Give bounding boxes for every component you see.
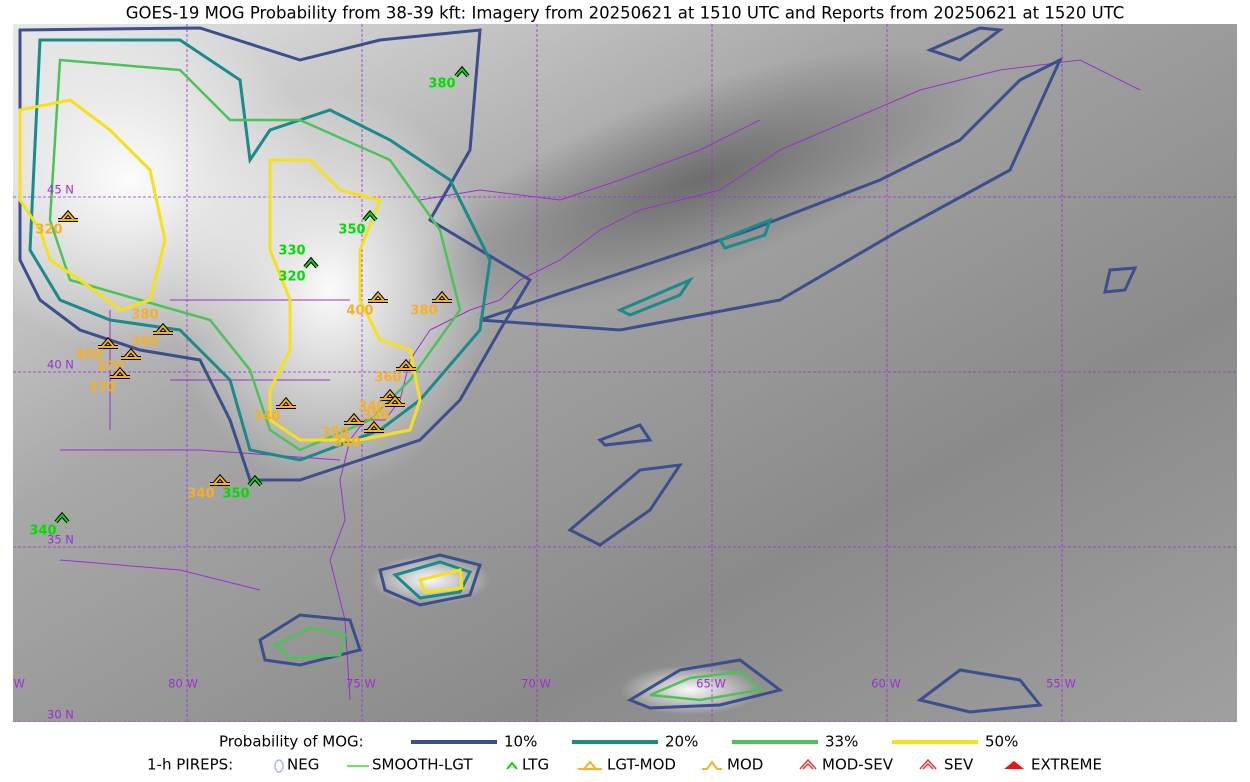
report-altitude: 340 xyxy=(29,524,56,539)
report-altitude: 400 xyxy=(346,304,373,319)
legend-icon xyxy=(274,759,284,773)
ltg-symbol xyxy=(455,67,469,77)
lgt-mod-symbol xyxy=(368,292,388,302)
lgt-mod-symbol xyxy=(98,338,118,348)
report-altitude: 380 xyxy=(362,409,389,424)
ltg-symbol xyxy=(55,513,69,523)
lgt-mod-symbol xyxy=(121,349,141,359)
legend-title: Probability of MOG: xyxy=(219,733,364,751)
lgt-mod-symbol xyxy=(153,324,173,334)
report-altitude: 360 xyxy=(131,335,158,350)
report-altitude: 360 xyxy=(374,371,401,386)
legend-label: 33% xyxy=(825,733,858,751)
longitude-label: 65 W xyxy=(696,677,726,691)
legend-icon xyxy=(1004,761,1024,769)
report-altitude: 370 xyxy=(88,381,115,396)
report-altitude: 340 xyxy=(333,436,360,451)
lgt-mod-symbol xyxy=(210,475,230,485)
report-altitude: 320 xyxy=(278,270,305,285)
legend-icon xyxy=(578,760,602,770)
longitude-label: 75 W xyxy=(346,677,376,691)
legend-label: SEV xyxy=(944,756,974,774)
state-border xyxy=(59,299,350,591)
report-altitude: 320 xyxy=(35,223,62,238)
longitude-label: 55 W xyxy=(1046,677,1076,691)
legend-label: 50% xyxy=(985,733,1018,751)
map: 45 N 40 N 35 N 30 N 85 W 80 W 75 W 70 W 65 W 60 W… xyxy=(0,24,1237,722)
border xyxy=(419,119,761,201)
legend-label: SMOOTH-LGT xyxy=(372,756,473,774)
longitude-label: 70 W xyxy=(521,677,551,691)
longitude-label: 80 W xyxy=(168,677,198,691)
legend-label: NEG xyxy=(287,756,319,774)
legend-label: MOD xyxy=(727,756,763,774)
title: GOES-19 MOG Probability from 38-39 kft: … xyxy=(126,4,1125,23)
report-altitude: 350 xyxy=(321,426,348,441)
lgt-mod-symbol xyxy=(344,414,364,424)
legend-icon xyxy=(799,758,817,770)
lgt-mod-symbol xyxy=(364,422,384,432)
report-altitude: 380 xyxy=(131,308,158,323)
report-altitude: 340 xyxy=(253,410,280,425)
lgt-mod-symbol xyxy=(110,368,130,378)
lgt-mod-symbol xyxy=(385,396,405,406)
report-altitude: 350 xyxy=(222,487,249,502)
ltg-symbol xyxy=(363,211,377,221)
longitude-label: 85 W xyxy=(0,677,25,691)
latitude-label: 40 N xyxy=(47,358,74,372)
latitude-label: 30 N xyxy=(47,708,74,722)
legend-label: MOD-SEV xyxy=(822,756,894,774)
report-altitude: 380 xyxy=(428,77,455,92)
legend: Probability of MOG: 10% 20% 33% 50% 1-h PIREP… xyxy=(147,733,1102,774)
dry-slot xyxy=(416,47,984,313)
legend-icon xyxy=(506,761,518,770)
report-altitude: 340 xyxy=(187,487,214,502)
legend-label: 20% xyxy=(665,733,698,751)
report-altitude: 380 xyxy=(410,304,437,319)
ltg-symbol xyxy=(304,258,318,268)
legend-label: EXTREME xyxy=(1031,756,1102,774)
lgt-mod-symbol xyxy=(396,360,416,370)
legend-title: 1-h PIREPS: xyxy=(147,756,233,774)
legend-icon xyxy=(919,758,937,770)
legend-label: 10% xyxy=(504,733,537,751)
latitude-label: 35 N xyxy=(47,533,74,547)
report-altitude: 400 xyxy=(75,348,102,363)
ltg-symbol xyxy=(248,476,262,486)
legend-label: LGT-MOD xyxy=(607,756,676,774)
report-altitude: 330 xyxy=(278,244,305,259)
report-altitude: 340 xyxy=(358,400,385,415)
geo-labels: 45 N 40 N 35 N 30 N 85 W 80 W 75 W 70 W 65 W 60 W… xyxy=(0,183,1076,722)
graticule xyxy=(13,24,1237,722)
lgt-mod-symbol xyxy=(58,211,78,221)
longitude-label: 60 W xyxy=(871,677,901,691)
report-altitude: 350 xyxy=(338,223,365,238)
coastline xyxy=(329,59,1141,701)
legend-icon xyxy=(702,760,722,770)
latitude-label: 45 N xyxy=(47,183,74,197)
lgt-mod-symbol xyxy=(432,292,452,302)
lgt-mod-symbol xyxy=(276,398,296,408)
legend-label: LTG xyxy=(522,756,549,774)
